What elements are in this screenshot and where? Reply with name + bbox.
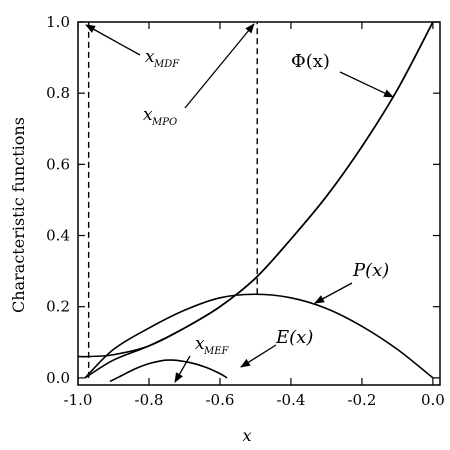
annotation-x-mef-arrow <box>174 355 191 383</box>
plot-frame <box>77 21 441 386</box>
annotation-x-mpo-subscript: MPO <box>151 117 177 128</box>
series-line-2 <box>109 359 228 383</box>
annotation-e-label: E(x) <box>275 327 313 348</box>
annotation-p-arrow <box>314 282 353 304</box>
x-axis-label: x <box>242 426 251 445</box>
y-tick-label: 1.0 <box>46 13 70 31</box>
annotation-x-mpo: x MPO <box>143 23 255 128</box>
annotation-phi: Φ(x) <box>291 51 394 98</box>
annotation-phi-label: Φ(x) <box>291 51 330 72</box>
x-tick-label: -0.2 <box>347 391 376 409</box>
annotation-x-mdf: x MDF <box>85 24 180 70</box>
y-tick-label: 0.6 <box>46 155 70 173</box>
y-tick-label: 0.8 <box>46 84 70 102</box>
y-tick-label: 0.2 <box>46 298 70 316</box>
series-line-3 <box>78 22 434 358</box>
annotation-x-mef-subscript: MEF <box>203 346 230 357</box>
annotation-p: P(x) <box>314 260 389 304</box>
annotation-e-arrow <box>240 344 277 368</box>
series-line-1 <box>84 293 434 379</box>
x-tick-label: -0.8 <box>135 391 164 409</box>
y-axis-label: Characteristic functions <box>9 117 28 313</box>
annotation-x-mef-base: x <box>195 334 205 354</box>
annotations-layer: x MDF x MPO x MEF Φ(x) P(x) E(x) <box>85 23 394 383</box>
annotation-x-mdf-subscript: MDF <box>153 59 180 70</box>
plot-area <box>77 21 441 386</box>
annotation-x-mdf-arrow <box>85 24 141 56</box>
annotation-x-mdf-base: x <box>145 47 155 67</box>
annotation-x-mpo-arrow <box>184 23 255 109</box>
series-layer <box>78 22 434 383</box>
annotation-x-mpo-base: x <box>143 105 153 125</box>
annotation-x-mef: x MEF <box>174 334 230 383</box>
x-tick-label: 0.0 <box>421 391 445 409</box>
annotation-phi-arrow <box>339 71 394 98</box>
x-tick-label: -1.0 <box>64 391 93 409</box>
y-tick-label: 0.4 <box>46 227 70 245</box>
y-tick-label: 0.0 <box>46 369 70 387</box>
ticks-layer: -1.0 -0.8 -0.6 -0.4 -0.2 0.0 0.0 0.2 0.4 0.6 0.8 1.… <box>46 13 445 409</box>
annotation-p-label: P(x) <box>352 260 389 281</box>
series-line-0 <box>84 22 434 379</box>
x-tick-label: -0.4 <box>276 391 305 409</box>
annotation-e: E(x) <box>240 327 313 368</box>
x-tick-label: -0.6 <box>205 391 234 409</box>
